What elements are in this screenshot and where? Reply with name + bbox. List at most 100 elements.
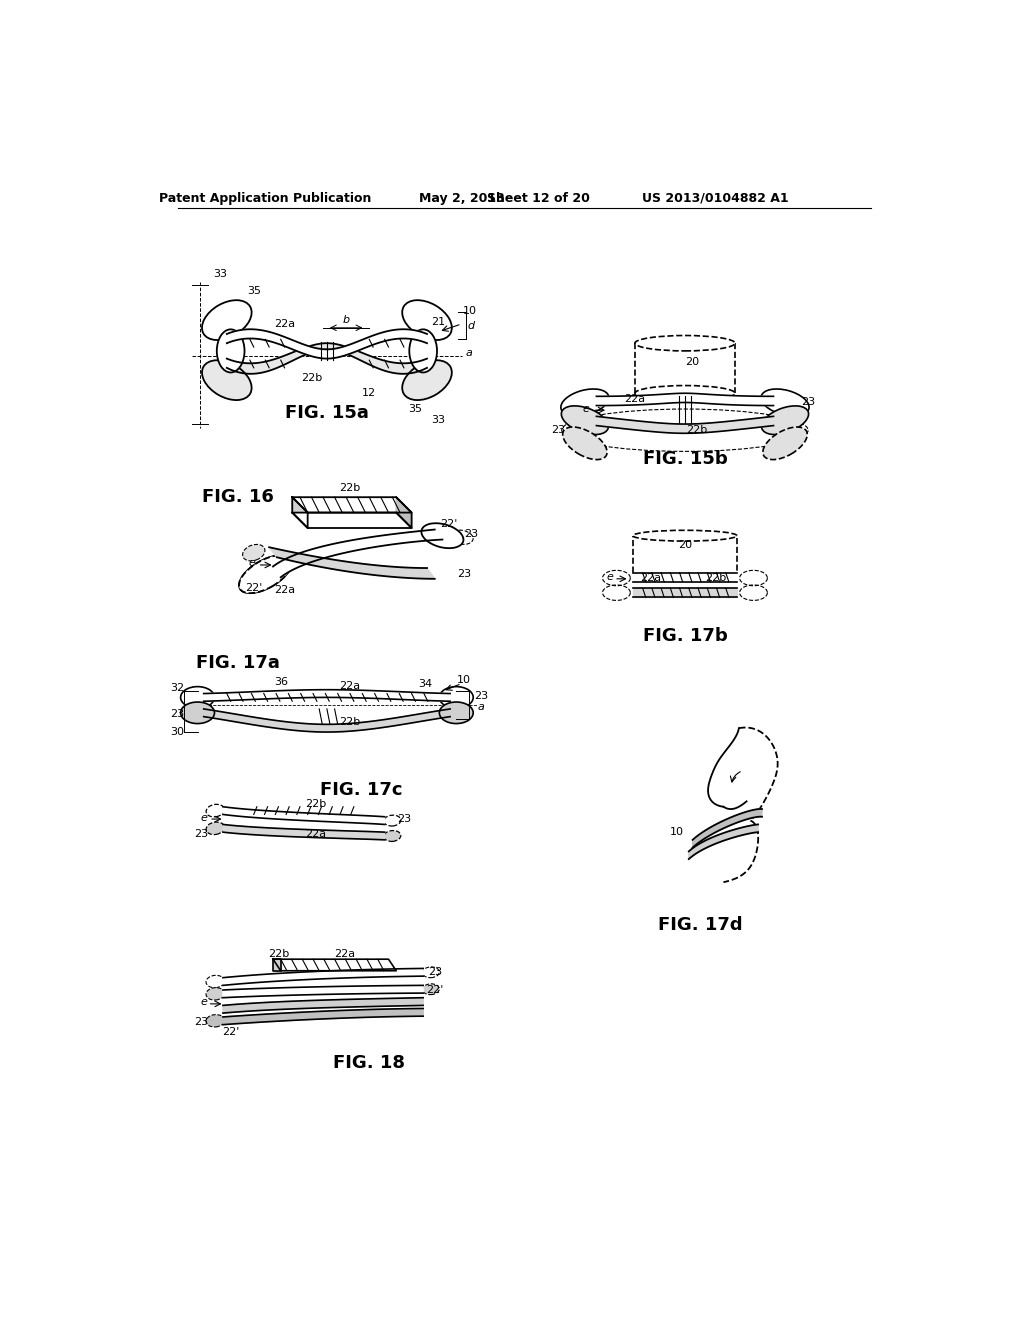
Ellipse shape: [635, 335, 735, 351]
Ellipse shape: [384, 816, 400, 826]
Ellipse shape: [206, 822, 224, 834]
Text: 23: 23: [465, 529, 479, 539]
Text: e: e: [248, 558, 255, 569]
Ellipse shape: [206, 975, 224, 987]
Polygon shape: [292, 498, 307, 528]
Text: 33: 33: [431, 416, 445, 425]
Text: 33: 33: [214, 269, 227, 279]
Text: FIG. 16: FIG. 16: [203, 488, 274, 506]
Text: May 2, 2013: May 2, 2013: [419, 191, 505, 205]
Ellipse shape: [439, 702, 473, 723]
Ellipse shape: [239, 556, 292, 593]
Polygon shape: [226, 343, 427, 374]
Polygon shape: [273, 529, 442, 577]
Text: 23: 23: [397, 814, 411, 824]
Text: 21: 21: [431, 317, 445, 326]
Polygon shape: [292, 512, 412, 528]
Text: 22': 22': [245, 583, 262, 593]
Text: e: e: [201, 998, 207, 1007]
Ellipse shape: [422, 983, 439, 995]
Text: Sheet 12 of 20: Sheet 12 of 20: [487, 191, 590, 205]
Polygon shape: [223, 969, 423, 985]
Text: 22b: 22b: [301, 372, 323, 383]
Text: 22b: 22b: [686, 425, 708, 436]
Ellipse shape: [180, 702, 214, 723]
Ellipse shape: [762, 405, 809, 434]
Text: 23: 23: [457, 569, 471, 579]
Ellipse shape: [206, 804, 224, 817]
Ellipse shape: [202, 360, 252, 400]
Text: FIG. 17c: FIG. 17c: [321, 781, 402, 799]
Polygon shape: [223, 1008, 423, 1024]
Text: 23: 23: [801, 397, 815, 408]
Ellipse shape: [439, 686, 473, 708]
Ellipse shape: [561, 389, 609, 416]
Text: 30: 30: [170, 727, 183, 737]
Polygon shape: [204, 690, 451, 701]
Text: 36: 36: [273, 677, 288, 686]
Ellipse shape: [254, 564, 276, 582]
Text: FIG. 18: FIG. 18: [333, 1055, 406, 1072]
Text: a: a: [466, 348, 473, 358]
Text: 22a: 22a: [625, 395, 645, 404]
Ellipse shape: [217, 330, 245, 372]
Polygon shape: [269, 548, 435, 579]
Text: 10: 10: [457, 676, 471, 685]
Polygon shape: [273, 960, 281, 970]
Text: FIG. 17a: FIG. 17a: [197, 653, 281, 672]
Ellipse shape: [206, 987, 224, 1001]
Polygon shape: [226, 329, 427, 359]
Text: 20: 20: [678, 540, 692, 550]
Text: 23: 23: [474, 690, 488, 701]
Text: US 2013/0104882 A1: US 2013/0104882 A1: [642, 191, 790, 205]
Ellipse shape: [422, 966, 439, 978]
Text: 22a: 22a: [274, 319, 295, 329]
Text: 22a: 22a: [339, 681, 360, 690]
Ellipse shape: [239, 556, 292, 593]
Text: FIG. 15b: FIG. 15b: [643, 450, 727, 467]
Text: 23: 23: [195, 1018, 209, 1027]
Text: 22': 22': [440, 519, 458, 529]
Text: e: e: [201, 813, 207, 824]
Polygon shape: [634, 589, 736, 598]
Text: 23: 23: [170, 709, 184, 719]
Text: 22b: 22b: [339, 483, 360, 492]
Text: 23: 23: [428, 968, 441, 977]
Ellipse shape: [763, 426, 807, 459]
Text: 22b: 22b: [305, 799, 326, 809]
Ellipse shape: [206, 1015, 224, 1027]
Polygon shape: [223, 998, 423, 1014]
Text: d: d: [467, 321, 474, 331]
Text: 22b: 22b: [706, 573, 726, 583]
Text: 22a: 22a: [305, 829, 326, 840]
Text: 22b: 22b: [339, 717, 360, 727]
Polygon shape: [292, 498, 412, 512]
Polygon shape: [204, 709, 451, 733]
Ellipse shape: [243, 544, 265, 561]
Text: 22': 22': [222, 1027, 240, 1038]
Polygon shape: [223, 985, 423, 998]
Text: e: e: [583, 404, 590, 413]
Polygon shape: [396, 498, 412, 528]
Ellipse shape: [562, 426, 607, 459]
Ellipse shape: [561, 405, 608, 434]
Polygon shape: [596, 416, 773, 433]
Text: 10: 10: [671, 828, 684, 837]
Polygon shape: [689, 825, 758, 859]
Text: 22a: 22a: [334, 949, 355, 958]
Text: FIG. 17b: FIG. 17b: [643, 627, 727, 644]
Text: 35: 35: [247, 286, 261, 296]
Ellipse shape: [384, 830, 400, 841]
Ellipse shape: [180, 686, 214, 708]
Text: 22a: 22a: [274, 585, 295, 594]
Text: 20: 20: [686, 358, 699, 367]
Ellipse shape: [633, 531, 737, 541]
Polygon shape: [273, 960, 396, 970]
Text: 22b: 22b: [267, 949, 289, 958]
Polygon shape: [223, 825, 385, 840]
Polygon shape: [634, 573, 736, 582]
Text: FIG. 17d: FIG. 17d: [658, 916, 742, 933]
Text: 23: 23: [195, 829, 209, 840]
Text: 12: 12: [362, 388, 377, 399]
Text: 22': 22': [426, 985, 443, 995]
